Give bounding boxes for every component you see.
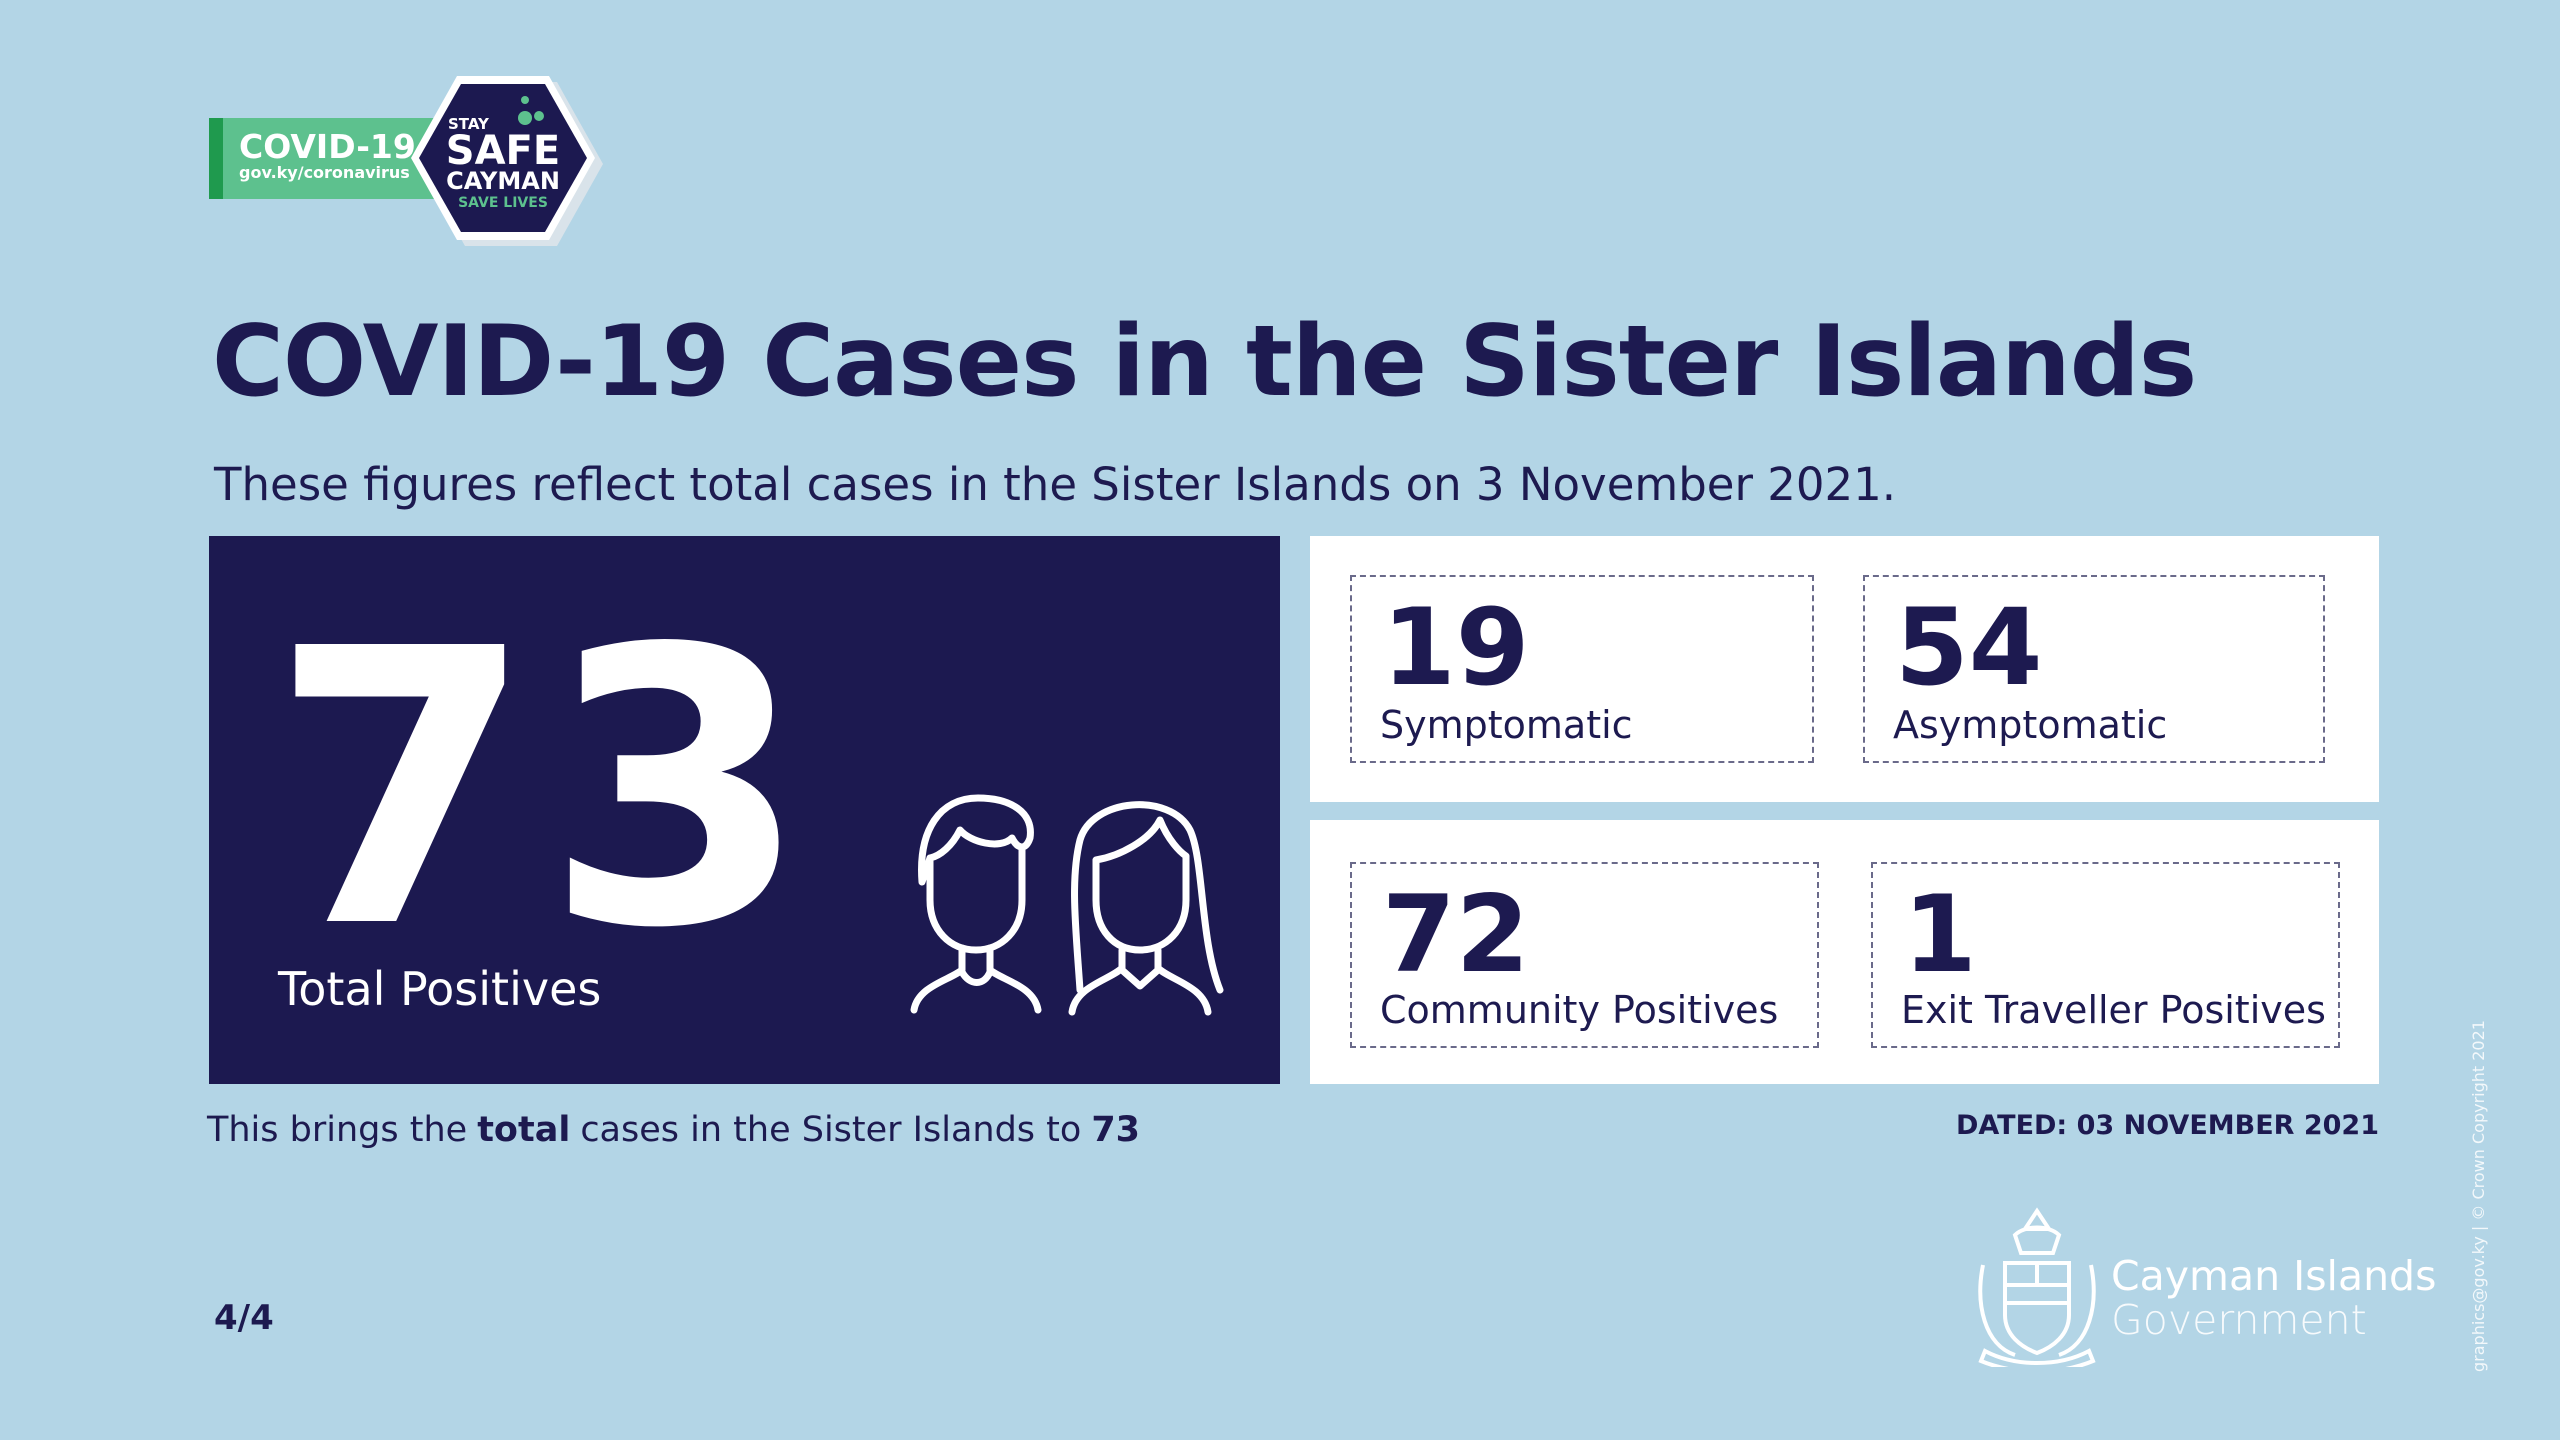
badge-url: gov.ky/coronavirus [239, 163, 410, 182]
title: COVID-19 Cases in the Sister Islands [212, 305, 2197, 419]
badge-hex [419, 84, 587, 232]
stat-label: Community Positives [1380, 988, 1779, 1032]
government-line2: Government [2111, 1296, 2367, 1344]
summary: This brings the total cases in the Sister … [207, 1110, 1150, 1150]
badge-stripe [209, 118, 223, 199]
badge-safe: SAFE [446, 128, 560, 174]
badge-dot [521, 96, 529, 104]
stat-box: 19 Symptomatic [1350, 575, 1814, 763]
credit: graphics@gov.ky | © Crown Copyright 2021 [2469, 1020, 2488, 1372]
total-value: 73 [270, 568, 819, 1011]
stat-value: 1 [1903, 873, 1977, 996]
summary-text: This brings the [207, 1110, 468, 1150]
badge-dot [518, 111, 532, 125]
badge-cayman: CAYMAN [446, 167, 560, 195]
page-number: 4/4 [214, 1298, 274, 1338]
stat-value: 19 [1382, 586, 1530, 709]
badge-save: SAVE LIVES [458, 195, 548, 211]
badge: COVID-19 gov.ky/coronavirus STAY SAFE CA… [209, 76, 603, 246]
dated: DATED: 03 NOVEMBER 2021 [1955, 1110, 2379, 1141]
total-label: Total Positives [278, 962, 602, 1016]
stats-panel [1310, 820, 2379, 1084]
stat-value: 54 [1895, 586, 2043, 709]
stat-value: 72 [1382, 873, 1530, 996]
stat-box: 1 Exit Traveller Positives [1871, 862, 2340, 1048]
badge-dot [534, 111, 544, 121]
stat-box: 72 Community Positives [1350, 862, 1819, 1048]
badge-label: COVID-19 [239, 127, 416, 166]
subtitle: These figures reflect total cases in the… [214, 458, 1897, 511]
stat-box: 54 Asymptomatic [1863, 575, 2325, 763]
summary-text: cases in the Sister Islands to [580, 1110, 1082, 1150]
badge-bar [209, 118, 445, 199]
stat-label: Exit Traveller Positives [1901, 988, 2326, 1032]
stats-panel [1310, 536, 2379, 802]
government-line1: Cayman Islands [2111, 1252, 2437, 1300]
crest [1978, 1207, 2096, 1367]
badge-stay: STAY [448, 115, 490, 133]
stat-label: Asymptomatic [1893, 703, 2168, 747]
total-card [209, 536, 1280, 1084]
stat-label: Symptomatic [1380, 703, 1633, 747]
people-icon [910, 794, 1224, 1016]
summary-emphasis: total [477, 1110, 571, 1150]
summary-value: 73 [1091, 1110, 1141, 1150]
